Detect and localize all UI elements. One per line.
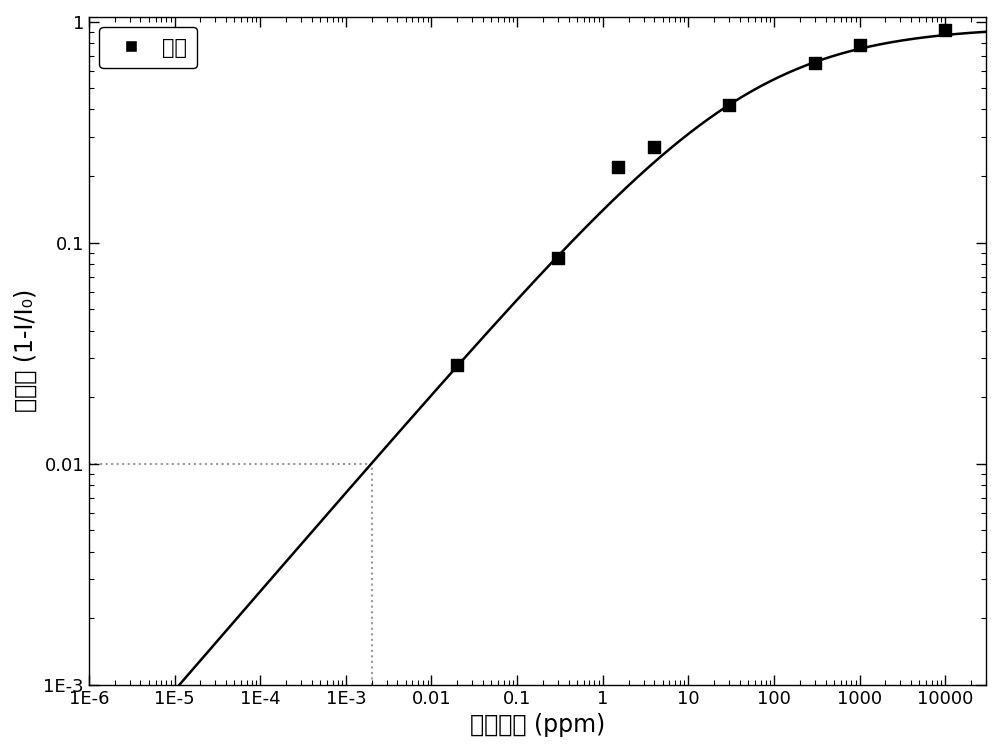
Legend: 甲胺: 甲胺 bbox=[99, 27, 197, 68]
Point bbox=[550, 252, 566, 264]
Point bbox=[852, 39, 868, 51]
Point bbox=[937, 23, 953, 35]
Point bbox=[807, 57, 823, 69]
X-axis label: 蒸汽浓度 (ppm): 蒸汽浓度 (ppm) bbox=[470, 713, 605, 737]
Point bbox=[610, 161, 626, 173]
Point bbox=[449, 359, 465, 371]
Point bbox=[721, 99, 737, 111]
Y-axis label: 淬灭率 (1-I/I₀): 淬灭率 (1-I/I₀) bbox=[14, 289, 38, 412]
Point bbox=[646, 141, 662, 153]
